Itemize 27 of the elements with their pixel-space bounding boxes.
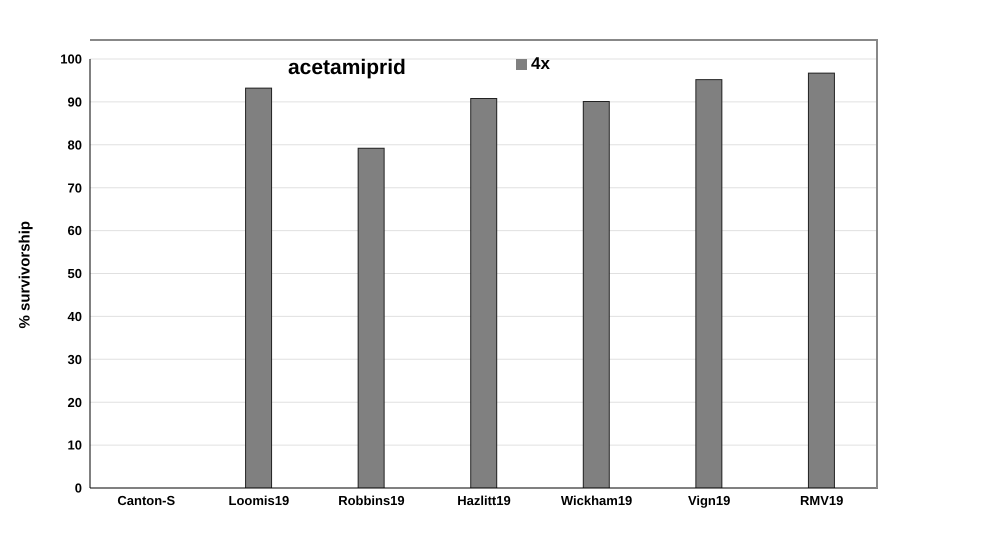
- x-tick-label: Wickham19: [560, 493, 632, 508]
- bar: [808, 72, 835, 488]
- y-tick-label: 60: [68, 223, 82, 238]
- y-tick-label: 80: [68, 137, 82, 152]
- bar: [245, 88, 272, 488]
- y-tick-label: 20: [68, 394, 82, 410]
- y-tick-label: 40: [68, 309, 82, 324]
- x-tick-label: RMV19: [800, 493, 844, 508]
- x-tick-label: Loomis19: [228, 493, 290, 508]
- chart-title: acetamiprid: [288, 56, 406, 80]
- x-tick-label: Vign19: [688, 493, 730, 508]
- bar: [582, 100, 610, 488]
- x-tick-label: Canton-S: [117, 493, 176, 508]
- bar: [358, 148, 385, 488]
- x-tick-label: Robbins19: [338, 493, 405, 508]
- x-tick-label: Hazlitt19: [457, 493, 511, 508]
- y-tick-label: 30: [68, 352, 82, 367]
- y-tick-label: 100: [60, 52, 82, 67]
- legend-label: 4x: [531, 54, 550, 73]
- bar: [695, 79, 722, 488]
- y-tick-label: 70: [68, 180, 82, 196]
- y-tick-label: 10: [68, 438, 82, 453]
- bar: [470, 98, 498, 488]
- y-tick-label: 90: [68, 94, 82, 110]
- y-tick-label: 50: [68, 266, 82, 282]
- y-tick-label: 0: [74, 480, 82, 496]
- y-axis-title: % survivorship: [16, 220, 34, 328]
